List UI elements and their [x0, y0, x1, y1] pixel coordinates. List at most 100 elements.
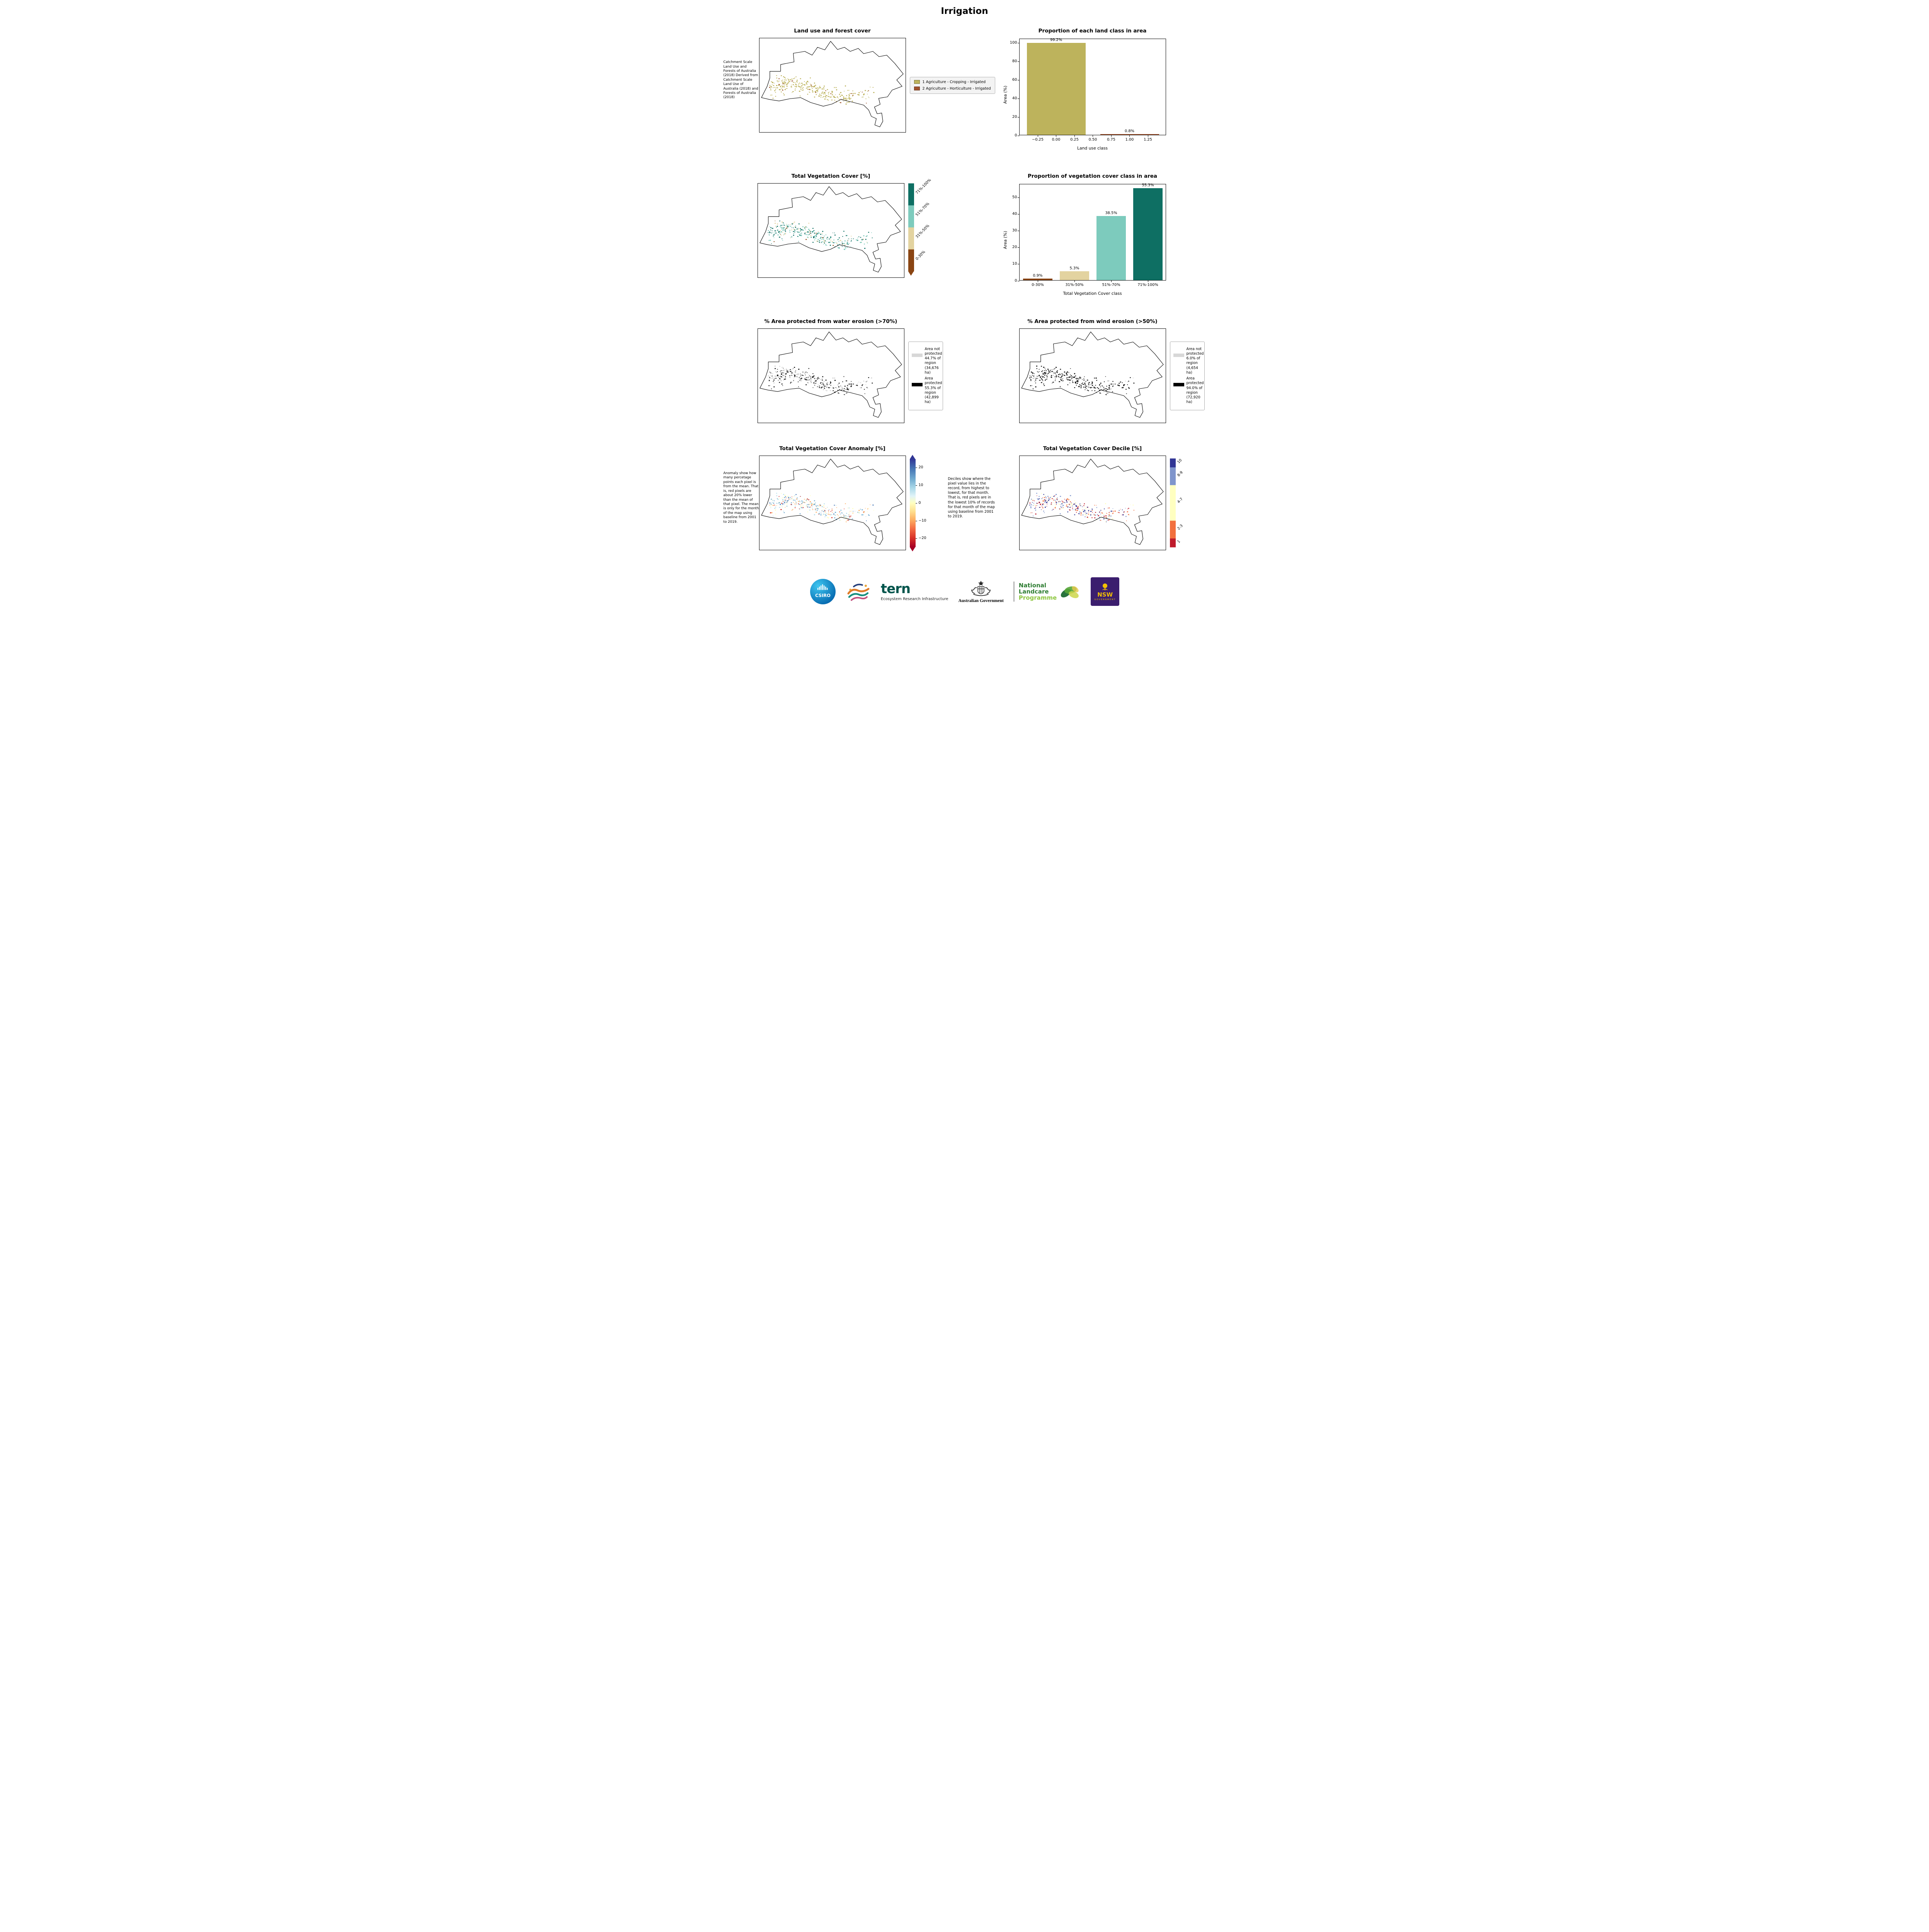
- bar: [1133, 188, 1163, 280]
- bar: [1100, 134, 1159, 135]
- colorbar-tick-label: 20: [918, 465, 923, 469]
- colorbar-label: 10: [1176, 458, 1183, 464]
- nsw-wordmark: NSW: [1097, 591, 1113, 598]
- colorbar-segment: [1170, 458, 1176, 467]
- anomaly-map: [759, 456, 906, 550]
- yticklabel: 30: [1012, 228, 1017, 233]
- decile-explanation: Deciles show where the pixel value lies …: [948, 477, 995, 519]
- xticklabel: 1.00: [1125, 138, 1134, 142]
- decile-pixels: [1029, 493, 1134, 522]
- yticklabel: 40: [1012, 212, 1017, 216]
- wind-erosion-map: [1019, 328, 1166, 423]
- colorbar-segment: [908, 249, 914, 271]
- x-axis-label: Total Vegetation Cover class: [1063, 291, 1122, 296]
- decile-colorbar: 10 8-9 4-7 2-3 1: [1170, 456, 1205, 550]
- colorbar-segment: [908, 205, 914, 227]
- indigenous-artwork-icon: [846, 581, 871, 602]
- coat-of-arms-icon: [971, 581, 991, 596]
- xticklabel: −0.25: [1032, 138, 1044, 142]
- xtick: [1129, 135, 1130, 137]
- veg-cover-map-title: Total Vegetation Cover [%]: [791, 173, 870, 179]
- veg-class-bar-plot: 0 10 20 30 40 50 0-30% 31%-50% 51%-70% 71%-100% 0.…: [1012, 183, 1166, 287]
- colorbar-label: 8-9: [1176, 470, 1184, 478]
- y-axis-label: Area (%): [1003, 85, 1008, 104]
- legend-item: Area protected 94.0% of region (72,920 h…: [1173, 376, 1204, 405]
- xticklabel: 0-30%: [1032, 283, 1044, 287]
- bar: [1096, 216, 1126, 280]
- colorbar-arrow-tip: [908, 271, 914, 276]
- land-use-map-title: Land use and forest cover: [794, 28, 871, 34]
- colorbar-label: 31%-50%: [914, 223, 930, 239]
- anomaly-colorbar: 20 10 0 −10 −20: [909, 454, 945, 551]
- colorbar-tick-label: 0: [918, 500, 921, 505]
- legend-item: 2 Agriculture - Horticulture - Irrigated: [914, 87, 991, 91]
- row-veg-cover: Total Vegetation Cover [%]: [724, 173, 1206, 296]
- colorbar-tick-label: −10: [918, 518, 926, 523]
- panel-water-erosion: % Area protected from water erosion (>70…: [757, 318, 943, 423]
- colorbar-gradient: [909, 459, 916, 547]
- report-page: Irrigation Catchment Scale Land Use and …: [723, 0, 1206, 620]
- legend-swatch-protected: [911, 383, 923, 386]
- landcare-leaves-icon: [1061, 586, 1079, 598]
- national-landcare-logo: National Landcare Programme: [1013, 582, 1081, 602]
- veg-cover-colorbar: 71%-100% 51%-70% 31%-50% 0-30%: [908, 178, 944, 278]
- yticklabel: 0: [1015, 133, 1017, 138]
- legend-item: Area protected 55.3% of region (42,899 h…: [911, 376, 942, 405]
- waratah-icon: [1102, 583, 1108, 590]
- water-erosion-pixels: [768, 366, 873, 395]
- yticklabel: 10: [1012, 262, 1017, 266]
- ytick: [1017, 247, 1020, 248]
- panel-land-use: Catchment Scale Land Use and Forests of …: [723, 28, 995, 133]
- colorbar-label: 1: [1176, 539, 1181, 544]
- tern-logo: tern Ecosystem Research Infrastructure: [881, 582, 948, 601]
- yticklabel: 60: [1012, 77, 1017, 82]
- bar: [1023, 279, 1052, 280]
- barlabel: 55.3%: [1142, 183, 1154, 188]
- legend-swatch-cropping: [914, 80, 920, 84]
- barlabel: 0.8%: [1125, 129, 1134, 134]
- panel-land-class-chart: Proportion of each land class in area Ar…: [1001, 28, 1166, 151]
- colorbar-label: 51%-70%: [914, 201, 930, 217]
- barlabel: 99.2%: [1050, 38, 1062, 42]
- chart-title: Proportion of each land class in area: [1038, 28, 1147, 34]
- panel-veg-class-chart: Proportion of vegetation cover class in …: [1001, 173, 1166, 296]
- xticklabel: 0.25: [1070, 138, 1079, 142]
- yticklabel: 40: [1012, 96, 1017, 100]
- legend-item: Area not protected 6.0% of region (4,654…: [1173, 347, 1204, 375]
- colorbar-label: 4-7: [1176, 497, 1184, 504]
- colorbar-segment: [1170, 467, 1176, 485]
- colorbar-label: 0-30%: [914, 249, 926, 261]
- colorbar-label: 2-3: [1176, 523, 1184, 531]
- colorbar-tick-label: −20: [918, 536, 926, 540]
- xticklabel: 0.00: [1052, 138, 1061, 142]
- ytick: [1017, 61, 1020, 62]
- land-use-source-note: Catchment Scale Land Use and Forests of …: [723, 60, 758, 100]
- colorbar-segment: [908, 183, 914, 205]
- yticklabel: 50: [1012, 195, 1017, 200]
- land-use-legend: 1 Agriculture - Cropping - Irrigated 2 A…: [909, 77, 995, 94]
- legend-swatch-not-protected: [1173, 353, 1184, 357]
- barlabel: 0.9%: [1033, 274, 1043, 278]
- xticklabel: 0.50: [1088, 138, 1097, 142]
- csiro-logo: CSIRO: [810, 578, 836, 605]
- nsw-government-logo: NSW GOVERNMENT: [1091, 577, 1120, 606]
- xtick: [1074, 280, 1075, 282]
- legend-label: Area protected 55.3% of region (42,899 h…: [924, 376, 942, 405]
- legend-item: Area not protected 44.7% of region (34,6…: [911, 347, 942, 375]
- csiro-icon: CSIRO: [810, 579, 836, 604]
- ytick: [1017, 197, 1020, 198]
- wind-erosion-legend: Area not protected 6.0% of region (4,654…: [1170, 341, 1205, 410]
- yticklabel: 100: [1010, 40, 1017, 45]
- svg-text:CSIRO: CSIRO: [815, 593, 831, 598]
- xtick: [1111, 135, 1112, 137]
- water-erosion-legend: Area not protected 44.7% of region (34,6…: [908, 341, 943, 410]
- nlp-line-programme: Programme: [1018, 594, 1057, 602]
- wind-erosion-pixels: [1029, 366, 1134, 395]
- legend-swatch-horticulture: [914, 87, 920, 90]
- wind-erosion-map-title: % Area protected from wind erosion (>50%…: [1027, 318, 1158, 325]
- xticklabel: 71%-100%: [1137, 283, 1158, 287]
- anomaly-pixels: [769, 493, 874, 522]
- page-title: Irrigation: [941, 6, 988, 16]
- colorbar-arrow-tip: [909, 454, 915, 459]
- row-erosion: % Area protected from water erosion (>70…: [724, 318, 1206, 423]
